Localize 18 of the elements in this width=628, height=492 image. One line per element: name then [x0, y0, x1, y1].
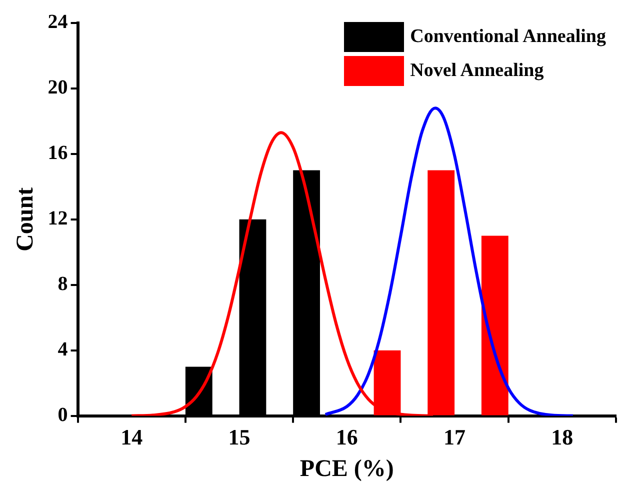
bar — [481, 236, 508, 416]
y-tick-label: 8 — [58, 273, 68, 296]
x-tick-label: 14 — [120, 424, 143, 450]
x-tick-label: 18 — [551, 424, 574, 450]
legend-label: Conventional Annealing — [410, 26, 606, 48]
line-series — [324, 106, 574, 416]
y-tick-label: 0 — [58, 404, 68, 426]
y-tick-label: 16 — [48, 142, 68, 164]
y-tick-label: 12 — [48, 208, 68, 230]
y-tick-label: 20 — [48, 76, 68, 99]
x-tick-label: 17 — [444, 424, 466, 450]
legend-label: Novel Annealing — [410, 60, 544, 82]
y-axis-title: Count — [12, 187, 39, 252]
x-axis-title: PCE (%) — [300, 456, 394, 482]
x-tick-label: 16 — [336, 424, 358, 450]
x-tick-label: 15 — [228, 424, 250, 450]
y-tick-label: 24 — [48, 11, 68, 34]
y-tick-label: 4 — [58, 338, 68, 361]
